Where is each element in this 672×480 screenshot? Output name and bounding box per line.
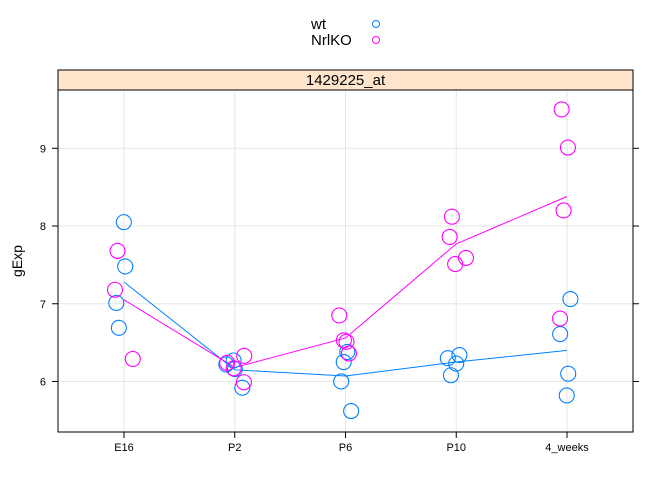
point-nrlko xyxy=(106,281,124,298)
point-wt xyxy=(108,294,125,312)
legend-marker-wt xyxy=(372,20,380,28)
point-nrlko xyxy=(225,360,242,377)
grid xyxy=(58,90,633,432)
x-axis: E16 P2 P6 P10 4_weeks xyxy=(114,432,589,454)
point-wt xyxy=(558,387,575,404)
point-wt xyxy=(117,258,134,275)
point-wt xyxy=(339,343,356,360)
y-tick-label: 7 xyxy=(40,299,46,311)
point-nrlko xyxy=(331,307,348,324)
point-wt xyxy=(110,319,127,336)
series-line-wt xyxy=(123,281,568,377)
legend: wt NrlKO xyxy=(310,16,380,49)
y-tick-label: 6 xyxy=(40,376,46,388)
x-tick-label: 4_weeks xyxy=(545,442,589,454)
point-nrlko xyxy=(559,139,576,156)
point-nrlko xyxy=(457,249,475,266)
y-tick-label: 9 xyxy=(40,143,46,155)
point-wt xyxy=(451,346,468,364)
point-wt xyxy=(335,353,352,371)
point-nrlko xyxy=(235,374,252,391)
point-wt xyxy=(234,379,251,396)
point-nrlko xyxy=(555,202,572,219)
point-wt xyxy=(225,352,242,369)
y-tick-label: 8 xyxy=(40,221,46,233)
point-wt xyxy=(218,356,235,373)
point-nrlko xyxy=(441,228,458,245)
point-wt xyxy=(439,350,456,367)
point-wt xyxy=(333,373,350,390)
y-axis-title: gExp xyxy=(9,245,25,277)
panel-title: 1429225_at xyxy=(306,72,386,89)
point-wt xyxy=(448,355,465,372)
x-tick-label: P6 xyxy=(339,442,352,454)
point-nrlko xyxy=(236,347,253,364)
point-wt xyxy=(442,367,460,384)
point-nrlko xyxy=(109,242,126,259)
x-tick-label: P10 xyxy=(446,442,466,454)
point-nrlko xyxy=(553,101,570,118)
point-wt xyxy=(552,326,569,343)
point-wt xyxy=(560,365,577,382)
data-points xyxy=(106,101,579,420)
y-axis: 6 7 8 9 xyxy=(40,143,639,388)
point-nrlko xyxy=(338,333,355,350)
mean-lines xyxy=(123,196,568,377)
series-line-nrlko xyxy=(123,196,568,369)
legend-marker-nrlko xyxy=(372,36,380,44)
point-wt xyxy=(343,402,360,420)
point-nrlko xyxy=(447,256,464,273)
x-tick-label: P2 xyxy=(228,442,241,454)
legend-label-wt: wt xyxy=(310,16,327,33)
legend-label-nrlko: NrlKO xyxy=(311,32,352,49)
point-nrlko xyxy=(219,354,236,371)
point-nrlko xyxy=(443,208,460,225)
point-wt xyxy=(115,214,132,231)
point-nrlko xyxy=(552,310,569,327)
x-tick-label: E16 xyxy=(114,442,134,454)
point-nrlko xyxy=(340,345,357,362)
point-wt xyxy=(562,291,579,308)
point-nrlko xyxy=(124,350,141,367)
